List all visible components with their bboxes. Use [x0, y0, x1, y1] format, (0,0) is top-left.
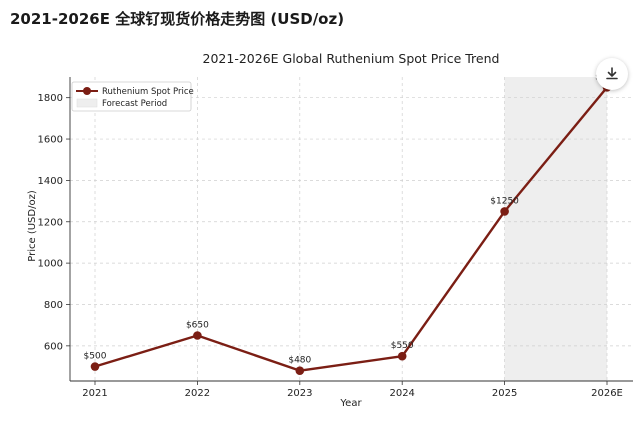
data-point — [295, 366, 305, 375]
legend-series-name: Ruthenium Spot Price — [102, 87, 194, 97]
page-heading: 2021-2026E 全球钌现货价格走势图 (USD/oz) — [10, 10, 345, 28]
data-label: $550 — [391, 341, 414, 351]
data-point — [397, 351, 407, 361]
y-tick-label: 1000 — [38, 259, 63, 270]
legend: Ruthenium Spot Price Forecast Period — [71, 81, 194, 112]
y-tick-label: 800 — [44, 300, 63, 311]
legend-box — [71, 81, 192, 112]
forecast-region — [504, 77, 607, 381]
y-tick-label: 600 — [44, 341, 63, 352]
x-axis-title: Year — [339, 398, 362, 409]
x-tick-label: 2021 — [82, 388, 107, 399]
y-tick-label: 1600 — [38, 135, 63, 146]
download-button[interactable] — [596, 58, 628, 90]
data-point — [90, 362, 100, 371]
data-label: $500 — [84, 352, 107, 362]
legend-forecast-label: Forecast Period — [102, 99, 167, 109]
x-tick-label: 2025 — [492, 388, 517, 399]
data-point — [500, 207, 509, 216]
x-tick-label: 2023 — [287, 388, 312, 399]
y-axis-title: Price (USD/oz) — [27, 190, 38, 262]
x-tick-label: 2022 — [185, 388, 210, 399]
legend-forecast-swatch — [76, 98, 98, 108]
series-line — [94, 86, 608, 372]
data-label: $480 — [288, 356, 311, 366]
y-tick-label: 1200 — [38, 217, 63, 228]
x-tick-label: 2026E — [591, 388, 623, 399]
y-tick-label: 1400 — [38, 176, 63, 187]
x-tick-label: 2024 — [389, 388, 414, 399]
y-tick-label: 1800 — [38, 93, 63, 104]
chart-title: 2021-2026E Global Ruthenium Spot Price T… — [203, 51, 500, 66]
forecast-layer — [504, 77, 607, 381]
grid-layer — [70, 77, 633, 381]
axes-layer: 600 800 1000 1200 1400 1600 1800 2021 2022 2023 20… — [38, 77, 633, 399]
data-label: $650 — [186, 321, 209, 331]
download-icon — [606, 67, 618, 80]
data-label: $1250 — [490, 196, 519, 206]
legend-series-marker — [83, 87, 91, 95]
data-point — [193, 331, 202, 340]
